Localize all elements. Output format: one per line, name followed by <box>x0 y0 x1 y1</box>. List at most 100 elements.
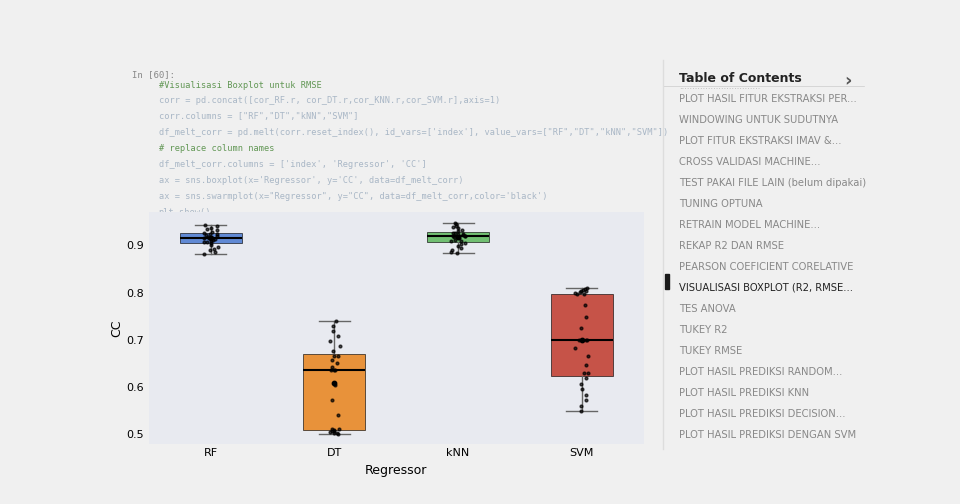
Point <box>578 285 593 293</box>
Point <box>445 232 461 240</box>
Point <box>449 249 465 258</box>
Text: REKAP R2 DAN RMSE: REKAP R2 DAN RMSE <box>679 241 784 251</box>
Point <box>573 380 588 388</box>
Text: ax = sns.boxplot(x='Regressor', y='CC', data=df_melt_corr): ax = sns.boxplot(x='Regressor', y='CC', … <box>158 176 463 185</box>
Point <box>204 241 219 249</box>
Point <box>450 230 466 238</box>
Text: PLOT HASIL PREDIKSI KNN: PLOT HASIL PREDIKSI KNN <box>679 388 809 398</box>
Point <box>572 288 588 296</box>
Text: ax = sns.swarmplot(x="Regressor", y="CC", data=df_melt_corr,color='black'): ax = sns.swarmplot(x="Regressor", y="CC"… <box>158 192 547 201</box>
Point <box>445 223 461 231</box>
Point <box>196 229 211 237</box>
Point <box>579 284 594 292</box>
Point <box>579 313 594 321</box>
Point <box>447 229 463 237</box>
Text: PLOT HASIL FITUR EKSTRAKSI PER...: PLOT HASIL FITUR EKSTRAKSI PER... <box>679 94 856 104</box>
Point <box>322 337 337 345</box>
Point <box>457 232 472 240</box>
Text: corr.columns = ["RF","DT","kNN","SVM"]: corr.columns = ["RF","DT","kNN","SVM"] <box>158 112 358 121</box>
Point <box>574 324 589 332</box>
Point <box>328 317 344 325</box>
Point <box>209 226 225 234</box>
Text: TES ANOVA: TES ANOVA <box>679 304 735 314</box>
Point <box>199 225 214 233</box>
Point <box>457 238 472 246</box>
Point <box>324 366 339 374</box>
Point <box>324 427 340 435</box>
Point <box>329 359 345 367</box>
Text: corr = pd.concat([cor_RF.r, cor_DT.r,cor_KNN.r,cor_SVM.r],axis=1): corr = pd.concat([cor_RF.r, cor_DT.r,cor… <box>158 96 500 105</box>
Point <box>203 239 218 247</box>
Point <box>197 250 212 258</box>
Text: TUKEY R2: TUKEY R2 <box>679 325 728 335</box>
Point <box>326 427 342 435</box>
Point <box>444 247 459 256</box>
Point <box>207 248 223 256</box>
Text: df_melt_corr.columns = ['index', 'Regressor', 'CC']: df_melt_corr.columns = ['index', 'Regres… <box>158 160 426 169</box>
Point <box>452 234 468 242</box>
Text: PLOT HASIL PREDIKSI DENGAN SVM: PLOT HASIL PREDIKSI DENGAN SVM <box>679 429 856 439</box>
Point <box>203 230 218 238</box>
Point <box>567 289 583 297</box>
Text: PEARSON COEFICIENT CORELATIVE: PEARSON COEFICIENT CORELATIVE <box>679 262 853 272</box>
Text: # replace column names: # replace column names <box>158 144 275 153</box>
Text: Table of Contents: Table of Contents <box>679 72 802 85</box>
Point <box>199 231 214 239</box>
Point <box>447 220 463 228</box>
Point <box>207 235 223 243</box>
Point <box>326 429 342 437</box>
Text: RETRAIN MODEL MACHINE...: RETRAIN MODEL MACHINE... <box>679 220 820 230</box>
Text: ›: › <box>844 72 852 90</box>
Text: #Visualisasi Boxplot untuk RMSE: #Visualisasi Boxplot untuk RMSE <box>158 81 322 90</box>
Point <box>456 231 471 239</box>
Point <box>324 425 340 433</box>
Point <box>324 363 340 371</box>
Point <box>330 352 346 360</box>
Point <box>205 236 221 244</box>
Point <box>332 425 348 433</box>
Point <box>447 219 463 227</box>
Point <box>450 233 466 241</box>
Point <box>450 227 466 235</box>
Text: PLOT HASIL PREDIKSI DECISION...: PLOT HASIL PREDIKSI DECISION... <box>679 409 846 419</box>
Y-axis label: CC: CC <box>110 319 124 337</box>
Bar <box>665 274 668 289</box>
Point <box>202 246 217 255</box>
Point <box>447 235 463 243</box>
Point <box>330 411 346 419</box>
Point <box>203 237 218 245</box>
Text: PLOT HASIL PREDIKSI RANDOM...: PLOT HASIL PREDIKSI RANDOM... <box>679 367 842 376</box>
Point <box>326 380 342 388</box>
Point <box>578 374 593 383</box>
Point <box>327 381 343 389</box>
Point <box>209 232 225 240</box>
Point <box>197 237 212 245</box>
Point <box>325 347 341 355</box>
Point <box>577 290 592 298</box>
Point <box>574 336 589 344</box>
Point <box>578 336 593 344</box>
Text: ...............................: ............................... <box>679 82 760 91</box>
Point <box>445 229 461 237</box>
Point <box>210 243 226 251</box>
Point <box>450 224 466 232</box>
Point <box>453 244 468 252</box>
Text: CROSS VALIDASI MACHINE...: CROSS VALIDASI MACHINE... <box>679 157 821 167</box>
Point <box>569 290 585 298</box>
Point <box>204 234 219 242</box>
PathPatch shape <box>427 232 489 241</box>
Point <box>454 226 469 234</box>
Point <box>202 234 217 242</box>
Point <box>567 344 583 352</box>
Point <box>206 244 222 253</box>
Point <box>444 237 459 245</box>
Point <box>203 234 218 242</box>
Text: TUNING OPTUNA: TUNING OPTUNA <box>679 199 762 209</box>
Point <box>578 396 593 404</box>
Point <box>573 286 588 294</box>
Text: PLOT FITUR EKSTRAKSI IMAV &...: PLOT FITUR EKSTRAKSI IMAV &... <box>679 136 842 146</box>
Point <box>323 428 338 436</box>
Point <box>204 224 219 232</box>
PathPatch shape <box>551 293 612 375</box>
Point <box>327 366 343 374</box>
